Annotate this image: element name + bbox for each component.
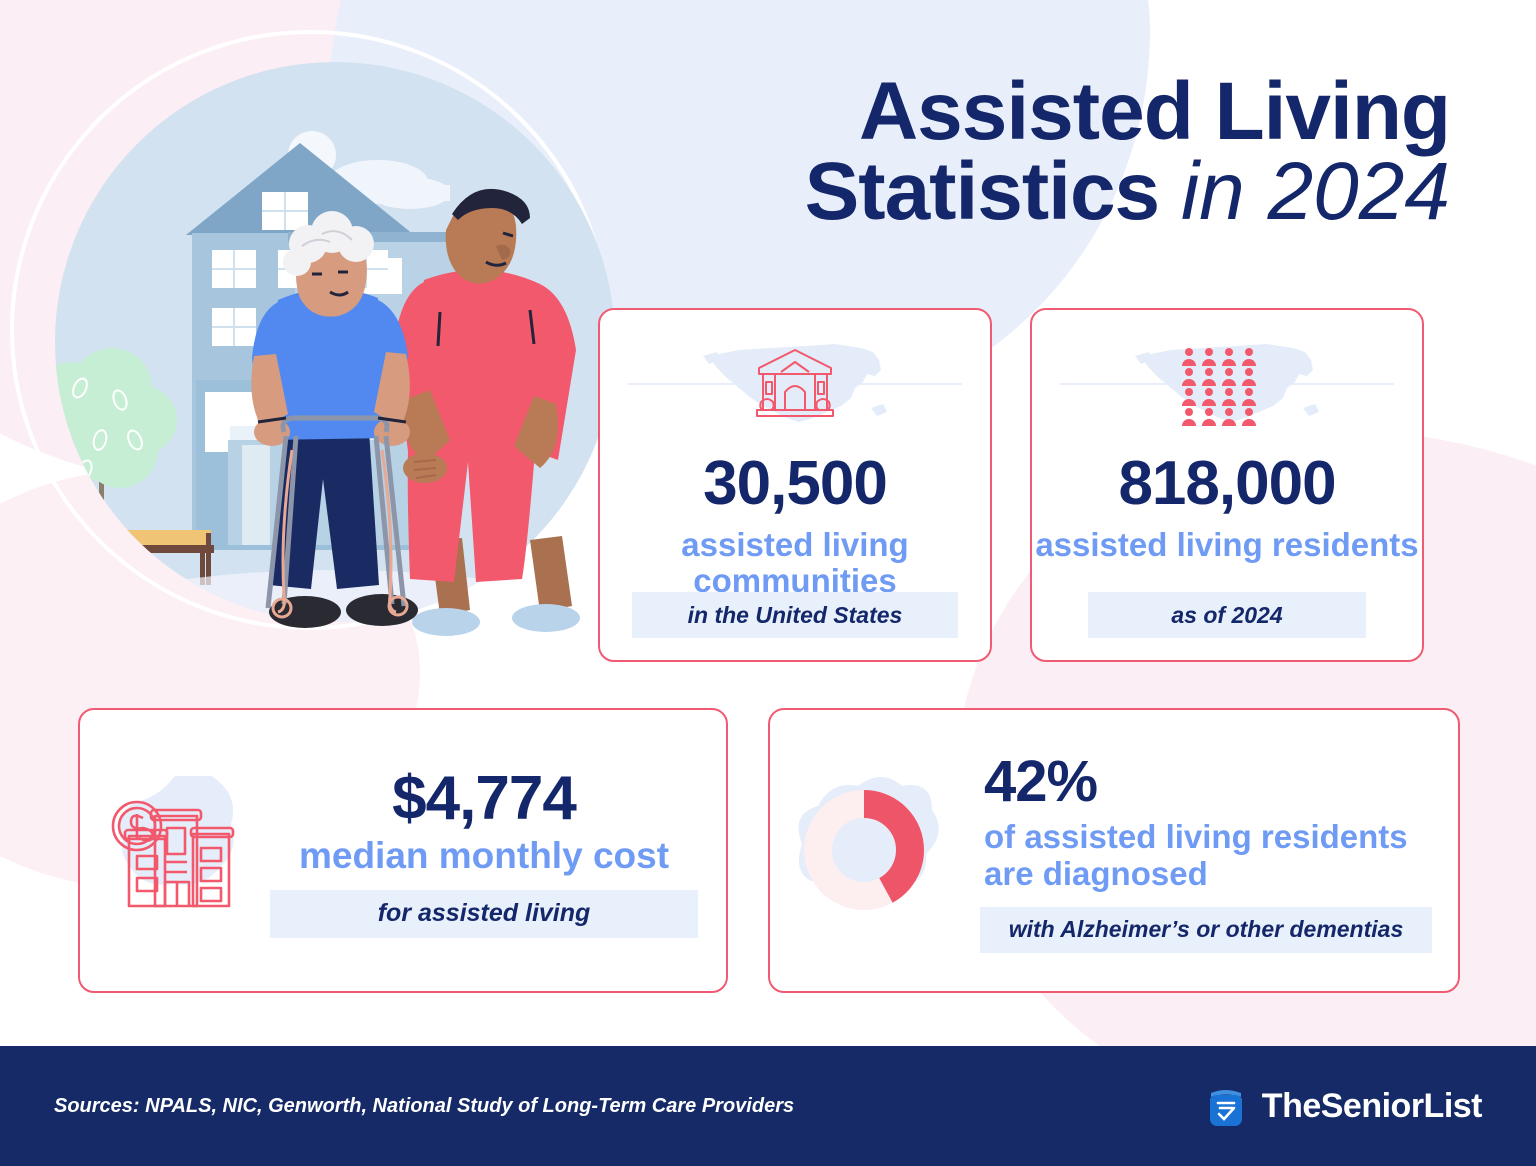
bench-shape (122, 530, 214, 585)
dementia-note: with Alzheimer’s or other dementias (980, 906, 1432, 953)
caregiver-figure (394, 188, 580, 636)
brand-name: TheSeniorList (1261, 1086, 1483, 1125)
caregiver-and-senior-illustration (55, 131, 615, 636)
donut-value-arc (804, 789, 924, 910)
walker-frame (265, 415, 407, 609)
communities-note: in the United States (632, 592, 958, 638)
title-line-2: Statistics in 2024 (470, 151, 1450, 233)
scrub-pocket-lines (436, 309, 536, 347)
stat-card-communities: 30,500 assisted living communities in th… (598, 308, 992, 662)
communities-label: assisted living communities (681, 526, 909, 599)
page-title: Assisted Living Statistics in 2024 (470, 71, 1451, 233)
tree-shape (55, 348, 177, 545)
senior-figure (251, 211, 418, 628)
us-map-with-people-icon (1135, 344, 1319, 426)
walker-straps (271, 449, 409, 619)
communities-icon-area (600, 324, 990, 442)
cost-icon-area (80, 775, 270, 926)
communities-value: 30,500 (703, 449, 888, 518)
building-glyph (756, 349, 834, 417)
dementia-label: of assisted living residents are diagnos… (984, 818, 1408, 892)
dementia-value: 42% (984, 749, 1098, 815)
title-line-1: Assisted Living (470, 71, 1451, 153)
sources-text: Sources: NPALS, NIC, Genworth, National … (54, 1094, 795, 1117)
footer-bar: Sources: NPALS, NIC, Genworth, National … (0, 1046, 1536, 1166)
residents-note: as of 2024 (1088, 592, 1366, 638)
cost-value: $4,774 (392, 764, 577, 834)
residents-icon-area (1032, 324, 1422, 442)
us-map-with-building-icon (703, 344, 887, 422)
brand-lockup[interactable]: TheSeniorList (1204, 1084, 1483, 1128)
donut-chart-icon (798, 776, 939, 910)
dementia-icon-area (770, 766, 980, 936)
stat-card-cost: $4,774 median monthly cost for assisted … (78, 708, 728, 993)
residents-value: 818,000 (1118, 449, 1336, 518)
cost-label: median monthly cost (298, 835, 670, 877)
stat-card-dementia: 42% of assisted living residents are dia… (768, 708, 1460, 993)
cost-note: for assisted living (270, 889, 698, 938)
residents-label: assisted living residents (1035, 526, 1419, 563)
title-year: in 2024 (1180, 146, 1450, 238)
title-text-secondary: Statistics (804, 146, 1161, 238)
checklist-badge-icon (1209, 1090, 1242, 1126)
people-grid-glyph (1182, 348, 1256, 426)
title-text-primary: Assisted Living (858, 66, 1451, 157)
stat-card-residents: 818,000 assisted living residents as of … (1030, 308, 1424, 662)
building-with-dollar-coin-icon (111, 775, 235, 907)
